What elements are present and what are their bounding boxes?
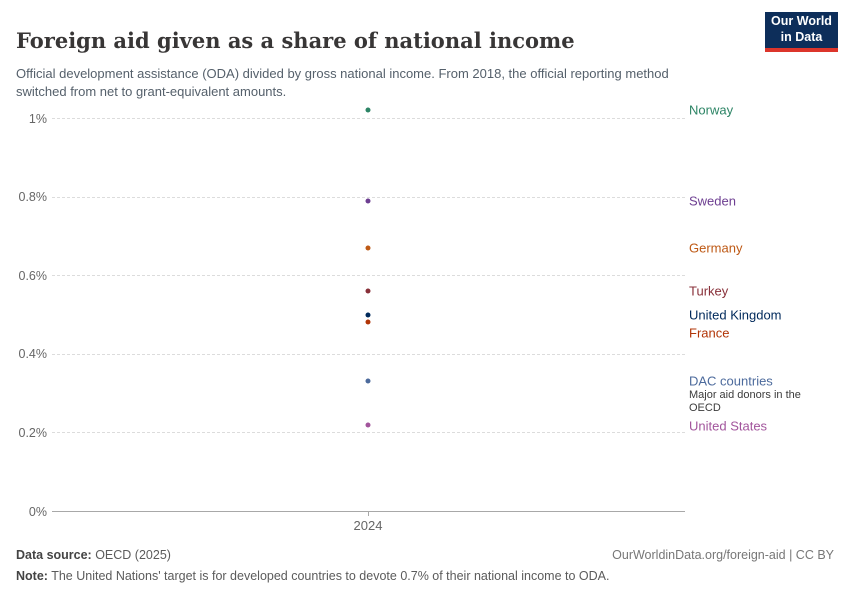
entity-label-france[interactable]: France [689,325,730,341]
chart-subtitle: Official development assistance (ODA) di… [16,66,669,100]
gridline [52,432,685,434]
data-point-sweden[interactable] [365,198,371,204]
gridline [52,353,685,355]
y-tick-label: 0.6% [18,268,48,283]
y-tick-label: 1% [28,111,47,126]
entity-note: Major aid donors in the OECD [689,389,801,414]
entity-label-united-kingdom[interactable]: United Kingdom [689,307,782,322]
owid-logo-line1: Our World [771,14,832,29]
gridline [52,196,685,198]
data-source-label: Data source: [16,548,92,562]
data-point-germany[interactable] [365,245,371,251]
note-line: Note: The United Nations' target is for … [16,569,609,583]
note-label: Note: [16,569,48,583]
data-point-france[interactable] [365,319,371,325]
x-axis-line [52,511,685,512]
data-point-dac-countries[interactable] [365,378,371,384]
x-tick-mark [368,512,369,516]
entity-label-germany[interactable]: Germany [689,240,743,256]
y-tick-label: 0.8% [18,190,48,205]
data-point-turkey[interactable] [365,288,371,294]
entity-label-dac-countries[interactable]: DAC countries [689,373,773,389]
gridline [52,275,685,277]
entity-label-turkey[interactable]: Turkey [689,283,729,299]
chart-title: Foreign aid given as a share of national… [16,28,575,54]
entity-label-united-states[interactable]: United States [689,418,768,434]
owid-logo-line2: in Data [780,30,823,44]
y-tick-label: 0.2% [18,425,48,440]
gridline [52,118,685,119]
data-point-united-kingdom[interactable] [365,312,371,317]
y-tick-label: 0.4% [18,347,48,362]
note-value: The United Nations' target is for develo… [47,569,610,583]
entity-label-norway[interactable]: Norway [689,102,734,118]
data-point-norway[interactable] [365,107,371,113]
y-tick-label: 0% [28,504,47,519]
owid-logo: Our World in Data [765,12,838,52]
data-source-value: OECD (2025) [91,548,171,562]
credit-line[interactable]: OurWorldinData.org/foreign-aid | CC BY [612,548,834,562]
x-tick-label: 2024 [353,518,383,533]
data-point-united-states[interactable] [365,422,371,428]
entity-label-sweden[interactable]: Sweden [689,193,736,209]
data-source-line: Data source: OECD (2025) [16,548,171,562]
